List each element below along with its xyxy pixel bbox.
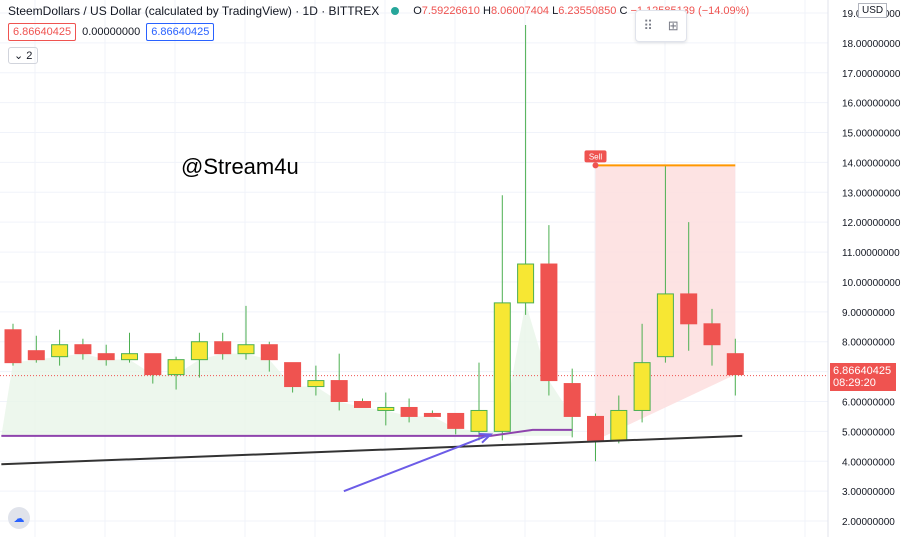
y-tick-label: 3.00000000 — [842, 487, 895, 498]
support-trendline — [1, 434, 743, 466]
y-tick-label: 10.00000000 — [842, 278, 901, 289]
candle-down — [400, 406, 418, 417]
candle-down — [703, 323, 721, 346]
y-tick-label: 12.00000000 — [842, 218, 901, 229]
price-values-row: 6.86640425 0.00000000 6.86640425 — [8, 23, 215, 41]
layout-plus-icon[interactable]: ⊞ — [667, 18, 679, 33]
candle-down — [74, 344, 92, 355]
candle-down — [423, 412, 441, 417]
green-zone — [1, 302, 573, 436]
candle-down — [4, 329, 22, 364]
ohlc-values: O7.59226610 H8.06007404 L6.23550850 C −1… — [413, 5, 750, 17]
candle-up — [610, 409, 628, 441]
candle-up — [167, 359, 185, 376]
chart-legend: SteemDollars / US Dollar (calculated by … — [8, 4, 749, 18]
candle-up — [377, 406, 395, 411]
spread-value: 0.00000000 — [82, 26, 141, 38]
candle-up — [121, 353, 138, 361]
indicators-collapse-button[interactable]: ⌄ 2 — [8, 47, 39, 64]
ask-price[interactable]: 6.86640425 — [146, 23, 215, 41]
sell-marker-dot — [592, 162, 599, 169]
y-tick-label: 18.00000000 — [842, 39, 901, 50]
candle-up — [493, 302, 511, 432]
y-tick-label: 6.00000000 — [842, 397, 895, 408]
purple-level-line — [1, 428, 573, 437]
candle-up — [517, 263, 535, 304]
bar-countdown: 08:29:20 — [833, 377, 876, 389]
sell-label: Sell — [589, 152, 603, 161]
candle-up — [307, 380, 325, 388]
current-price-tag: 6.86640425 08:29:20 — [830, 363, 896, 391]
watermark-text: @Stream4u — [181, 154, 299, 179]
y-tick-label: 11.00000000 — [842, 248, 900, 259]
chevron-down-icon: ⌄ — [14, 50, 24, 62]
candle-down — [587, 415, 604, 441]
y-tick-label: 4.00000000 — [842, 457, 895, 468]
y-tick-label: 17.00000000 — [842, 69, 901, 80]
y-tick-label: 14.00000000 — [842, 158, 901, 169]
y-tick-label: 13.00000000 — [842, 188, 901, 199]
candle-up — [190, 341, 208, 361]
y-tick-label: 16.00000000 — [842, 99, 901, 110]
y-tick-label: 2.00000000 — [842, 517, 895, 528]
sell-label-box — [584, 150, 607, 163]
candle-up — [237, 344, 255, 355]
y-tick-label: 8.00000000 — [842, 338, 895, 349]
y-tick-label: 15.00000000 — [842, 129, 901, 140]
market-status-icon — [391, 7, 400, 15]
candle-down — [540, 263, 558, 382]
y-tick-label: 9.00000000 — [842, 308, 895, 319]
candle-down — [680, 293, 698, 325]
arrow-head — [478, 432, 494, 444]
candle-down — [27, 350, 45, 361]
candle-down — [260, 344, 278, 361]
floating-toolbox[interactable]: ⠿ ⊞ — [635, 10, 687, 42]
candle-up — [633, 362, 651, 411]
symbol-title[interactable]: SteemDollars / US Dollar (calculated by … — [8, 4, 380, 18]
candle-down — [284, 362, 302, 388]
candle-down — [563, 383, 581, 417]
current-price: 6.86640425 — [833, 365, 892, 377]
candle-up — [656, 293, 674, 358]
candle-up — [51, 344, 69, 358]
annotation-arrow — [343, 433, 492, 493]
bid-price[interactable]: 6.86640425 — [8, 23, 77, 41]
candle-down — [330, 380, 348, 402]
y-tick-label: 5.00000000 — [842, 427, 895, 438]
candle-down — [726, 353, 744, 376]
currency-unit-label[interactable]: USD — [858, 3, 888, 18]
candle-down — [97, 353, 115, 361]
candle-down — [447, 412, 465, 429]
tradingview-logo-icon[interactable]: ☁ — [8, 507, 30, 529]
candle-down — [144, 353, 162, 376]
grid-icon[interactable]: ⠿ — [643, 18, 653, 33]
candle-down — [214, 341, 232, 355]
candle-up — [470, 409, 488, 432]
candle-down — [354, 400, 371, 408]
